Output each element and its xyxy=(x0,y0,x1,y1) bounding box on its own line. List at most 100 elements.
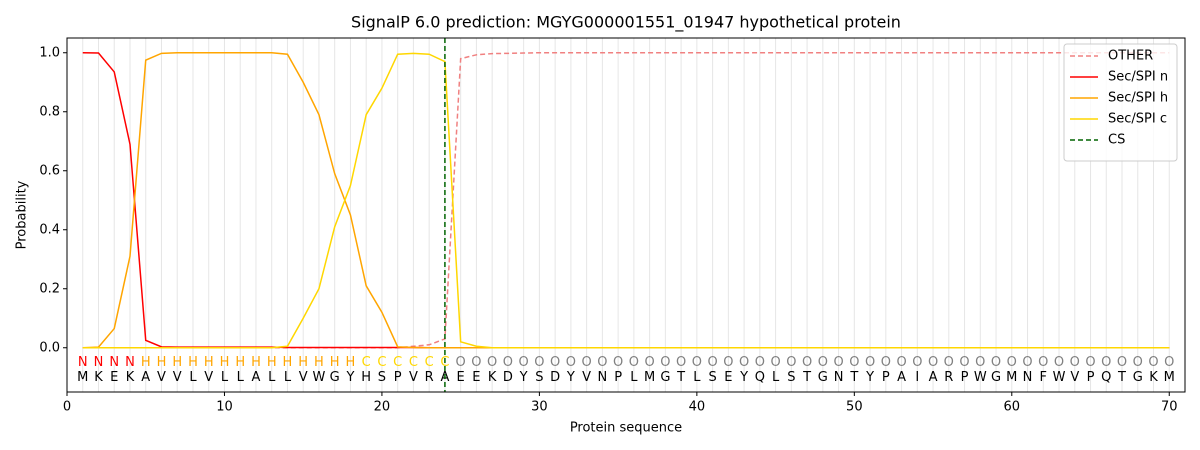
residue-label: C xyxy=(409,355,418,370)
residue-label: N xyxy=(78,355,88,370)
residue: S xyxy=(378,370,386,385)
legend-label: Sec/SPI h xyxy=(1108,91,1168,106)
residue: V xyxy=(409,370,418,385)
residue-label: O xyxy=(1101,355,1111,370)
residue: V xyxy=(299,370,308,385)
x-tick-label: 60 xyxy=(1004,400,1021,415)
residue-label: O xyxy=(676,355,686,370)
residue: N xyxy=(1023,370,1033,385)
residue: G xyxy=(991,370,1001,385)
legend: OTHER Sec/SPI n Sec/SPI h Sec/SPI c CS xyxy=(1063,43,1178,162)
chart-title: SignalP 6.0 prediction: MGYG000001551_01… xyxy=(351,13,901,33)
legend-label: OTHER xyxy=(1108,49,1153,64)
x-tick-label: 0 xyxy=(63,400,71,415)
residue-label: O xyxy=(1085,355,1095,370)
residue-label: H xyxy=(157,355,167,370)
legend-label: CS xyxy=(1108,133,1125,148)
residue: V xyxy=(1070,370,1079,385)
residue: A xyxy=(141,370,150,385)
residue: Y xyxy=(519,370,528,385)
residue: N xyxy=(598,370,608,385)
residue-label: O xyxy=(896,355,906,370)
residue-label: O xyxy=(1164,355,1174,370)
residue-label: O xyxy=(1054,355,1064,370)
series-line xyxy=(82,52,1170,349)
residue: M xyxy=(644,370,655,385)
residue: Q xyxy=(755,370,765,385)
residue-label: O xyxy=(802,355,812,370)
residue-label: O xyxy=(865,355,875,370)
residue: R xyxy=(944,370,953,385)
residue: W xyxy=(1053,370,1066,385)
residue: A xyxy=(252,370,261,385)
residue: Y xyxy=(739,370,748,385)
residue-label: O xyxy=(723,355,733,370)
series-line xyxy=(82,52,1170,349)
residue-label: O xyxy=(597,355,607,370)
residue-label: H xyxy=(251,355,261,370)
y-tick-label: 0.8 xyxy=(39,104,60,119)
residue: Y xyxy=(566,370,575,385)
residue-label: H xyxy=(235,355,245,370)
residue-label: C xyxy=(425,355,434,370)
residue: L xyxy=(268,370,276,385)
residue-label: O xyxy=(645,355,655,370)
residue-label: H xyxy=(141,355,151,370)
legend-label: Sec/SPI n xyxy=(1108,70,1168,85)
residue-label: H xyxy=(220,355,230,370)
residue-label: O xyxy=(503,355,513,370)
residue-label: H xyxy=(188,355,198,370)
residue: W xyxy=(313,370,326,385)
residue: D xyxy=(503,370,513,385)
residue-label: O xyxy=(582,355,592,370)
residue-label: O xyxy=(770,355,780,370)
residue: M xyxy=(1006,370,1017,385)
y-tick-label: 0.2 xyxy=(39,281,60,296)
x-tick-label: 50 xyxy=(846,400,863,415)
residue: N xyxy=(834,370,844,385)
residue-label: C xyxy=(393,355,402,370)
residue: A xyxy=(897,370,906,385)
residue: G xyxy=(330,370,340,385)
residue: E xyxy=(457,370,465,385)
residue: K xyxy=(126,370,135,385)
residue: Q xyxy=(1101,370,1111,385)
x-tick-label: 20 xyxy=(374,400,391,415)
x-axis-label: Protein sequence xyxy=(570,421,682,436)
residue-label: O xyxy=(660,355,670,370)
y-tick-label: 1.0 xyxy=(39,45,60,60)
residue: H xyxy=(361,370,371,385)
residue: M xyxy=(1164,370,1175,385)
residue-label: O xyxy=(991,355,1001,370)
x-tick-label: 40 xyxy=(689,400,706,415)
residue-label: O xyxy=(1038,355,1048,370)
residue-label: H xyxy=(346,355,356,370)
residue-label: O xyxy=(613,355,623,370)
residue: P xyxy=(614,370,622,385)
residue: I xyxy=(915,370,919,385)
residue-label: H xyxy=(330,355,340,370)
residue: P xyxy=(882,370,890,385)
residue-label: C xyxy=(362,355,371,370)
residue-label: N xyxy=(94,355,104,370)
residue: F xyxy=(1040,370,1047,385)
residue-label: H xyxy=(267,355,277,370)
residue: M xyxy=(77,370,88,385)
y-tick-label: 0.0 xyxy=(39,340,60,355)
residue-label: O xyxy=(739,355,749,370)
residue: G xyxy=(818,370,828,385)
residue-label: O xyxy=(912,355,922,370)
residue-label: O xyxy=(944,355,954,370)
residue-label: N xyxy=(125,355,135,370)
residue: P xyxy=(394,370,402,385)
x-tick-label: 30 xyxy=(531,400,548,415)
residue-label: O xyxy=(1148,355,1158,370)
residue-label: H xyxy=(314,355,324,370)
residue: K xyxy=(94,370,103,385)
residue-label: O xyxy=(487,355,497,370)
residue: Y xyxy=(865,370,874,385)
x-tick-label: 10 xyxy=(216,400,233,415)
residue: V xyxy=(173,370,182,385)
residue-label: H xyxy=(298,355,308,370)
y-tick-label: 0.4 xyxy=(39,222,60,237)
